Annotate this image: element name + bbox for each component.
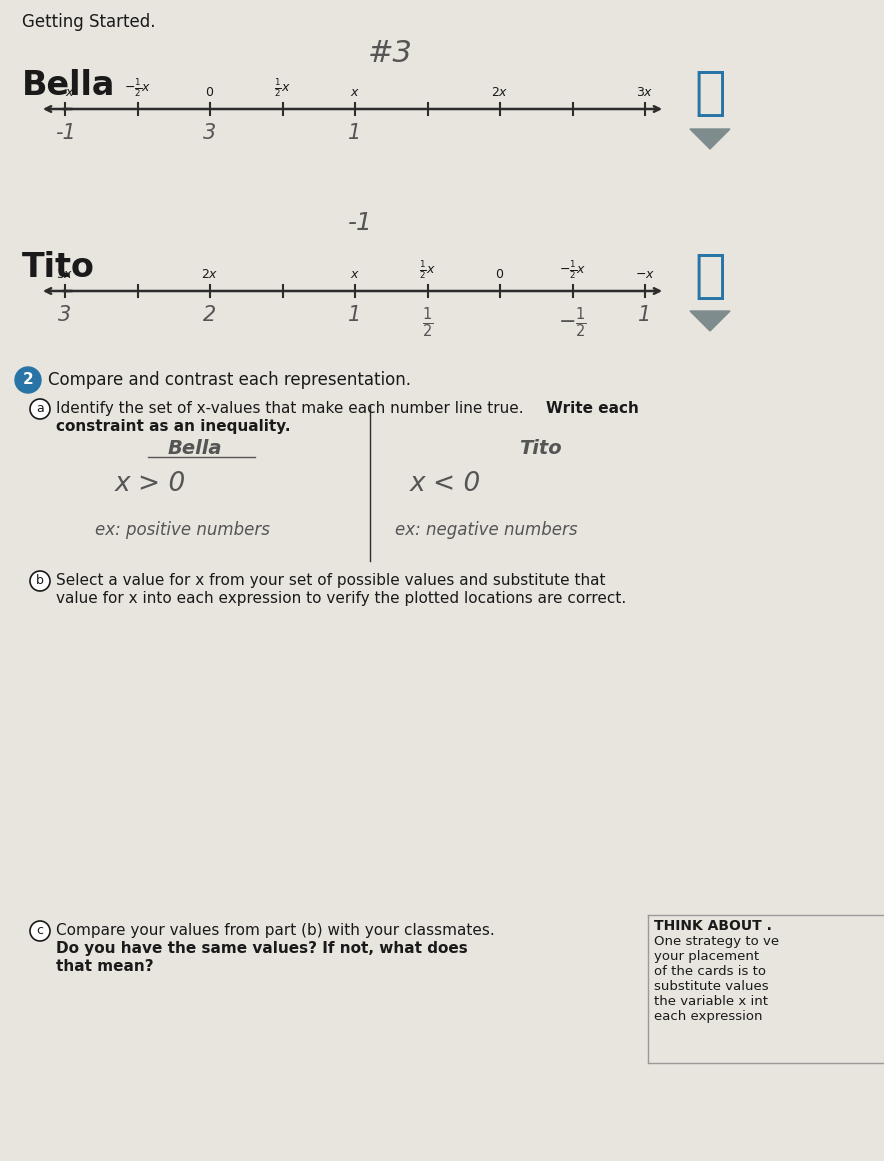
Polygon shape [690, 311, 730, 331]
Text: $x$: $x$ [350, 268, 360, 281]
Text: 2: 2 [23, 373, 34, 388]
Text: Do you have the same values? If not, what does: Do you have the same values? If not, wha… [56, 942, 468, 956]
Text: 2: 2 [203, 305, 217, 325]
Text: Select a value for x from your set of possible values and substitute that: Select a value for x from your set of po… [56, 574, 606, 587]
Text: that mean?: that mean? [56, 959, 154, 974]
Text: 1: 1 [638, 305, 652, 325]
Polygon shape [690, 129, 730, 149]
Text: ex: negative numbers: ex: negative numbers [395, 521, 577, 539]
Text: x < 0: x < 0 [410, 471, 481, 497]
Text: $x$: $x$ [350, 86, 360, 99]
Text: Bella: Bella [22, 68, 116, 102]
Text: Compare and contrast each representation.: Compare and contrast each representation… [48, 372, 411, 389]
Text: 3: 3 [203, 123, 217, 143]
Text: 1: 1 [348, 305, 362, 325]
Text: 👍: 👍 [694, 250, 726, 302]
Text: Identify the set of x-values that make each number line true.: Identify the set of x-values that make e… [56, 401, 529, 416]
Text: substitute values: substitute values [654, 980, 768, 993]
Text: of the cards is to: of the cards is to [654, 965, 766, 978]
Text: $2x$: $2x$ [202, 268, 218, 281]
Text: Compare your values from part (b) with your classmates.: Compare your values from part (b) with y… [56, 923, 495, 938]
Text: a: a [36, 403, 44, 416]
Text: $0$: $0$ [495, 268, 505, 281]
Circle shape [30, 571, 50, 591]
Text: the variable x int: the variable x int [654, 995, 768, 1008]
Text: $0$: $0$ [205, 86, 215, 99]
Text: THINK ABOUT .: THINK ABOUT . [654, 920, 772, 933]
Text: Getting Started.: Getting Started. [22, 13, 156, 31]
Text: Tito: Tito [519, 439, 561, 457]
Text: ex: positive numbers: ex: positive numbers [95, 521, 270, 539]
Text: c: c [36, 924, 43, 937]
Text: Bella: Bella [168, 439, 222, 457]
Text: -1: -1 [347, 211, 372, 235]
Text: $3x$: $3x$ [636, 86, 654, 99]
Text: $\frac{1}{2}x$: $\frac{1}{2}x$ [274, 77, 291, 99]
Text: $3x$: $3x$ [57, 268, 73, 281]
Text: 1: 1 [348, 123, 362, 143]
Text: $-\frac{1}{2}x$: $-\frac{1}{2}x$ [559, 259, 586, 281]
Circle shape [15, 367, 41, 394]
Text: $-x$: $-x$ [55, 86, 75, 99]
Text: your placement: your placement [654, 950, 759, 962]
Text: $-\frac{1}{2}x$: $-\frac{1}{2}x$ [124, 77, 151, 99]
Text: value for x into each expression to verify the plotted locations are correct.: value for x into each expression to veri… [56, 591, 626, 606]
Text: -1: -1 [55, 123, 75, 143]
Text: 👍: 👍 [694, 67, 726, 118]
Text: #3: #3 [368, 39, 413, 68]
Text: $\frac{1}{2}x$: $\frac{1}{2}x$ [419, 259, 436, 281]
Text: $\frac{1}{2}$: $\frac{1}{2}$ [422, 305, 433, 339]
Text: Write each: Write each [546, 401, 639, 416]
Text: each expression: each expression [654, 1010, 763, 1023]
Text: b: b [36, 575, 44, 587]
Text: $2x$: $2x$ [492, 86, 508, 99]
Circle shape [30, 399, 50, 419]
Circle shape [30, 921, 50, 942]
Text: 3: 3 [58, 305, 72, 325]
Text: Tito: Tito [22, 251, 95, 284]
Text: constraint as an inequality.: constraint as an inequality. [56, 419, 291, 434]
Text: $-\frac{1}{2}$: $-\frac{1}{2}$ [558, 305, 587, 339]
Text: One strategy to ve: One strategy to ve [654, 935, 779, 949]
Text: x > 0: x > 0 [115, 471, 187, 497]
Text: $-x$: $-x$ [635, 268, 655, 281]
